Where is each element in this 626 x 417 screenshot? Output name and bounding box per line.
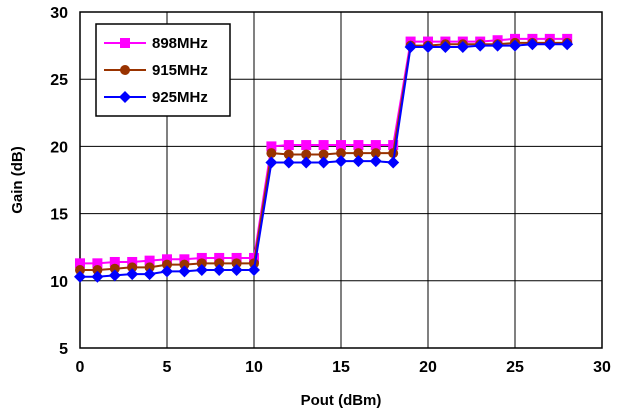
data-point [543, 38, 556, 51]
data-point [91, 270, 104, 283]
data-point [317, 156, 330, 169]
y-tick-label: 15 [50, 207, 68, 224]
data-point [526, 38, 539, 51]
data-point [127, 256, 138, 267]
legend-label: 898MHz [152, 35, 208, 52]
data-point [318, 149, 329, 160]
x-axis-ticks: 0 5 10 15 20 25 30 [76, 359, 611, 376]
y-axis-title: Gain (dB) [9, 146, 26, 214]
data-point [109, 263, 120, 274]
data-point [214, 258, 225, 269]
x-tick-label: 10 [245, 359, 263, 376]
data-point [387, 156, 400, 169]
data-point [109, 256, 120, 267]
y-tick-label: 25 [50, 72, 68, 89]
y-tick-label: 5 [59, 341, 68, 358]
data-point [422, 40, 434, 53]
data-point [336, 140, 346, 151]
legend-marker [120, 38, 130, 48]
data-point [369, 155, 382, 168]
data-point [491, 39, 504, 52]
y-tick-label: 10 [50, 274, 68, 291]
series-925MHz [74, 38, 574, 283]
data-point [265, 156, 278, 169]
data-point [509, 39, 521, 52]
data-point [127, 262, 138, 273]
data-point [231, 252, 242, 263]
data-point [179, 259, 190, 270]
data-point [561, 38, 574, 51]
data-point [404, 40, 417, 53]
x-axis-title: Pout (dBm) [301, 392, 382, 409]
data-point [352, 155, 365, 168]
data-point [143, 268, 156, 281]
data-point [388, 140, 399, 151]
data-point [75, 265, 85, 276]
legend-label: 915MHz [152, 62, 208, 79]
y-axis-ticks: 5 10 15 20 25 30 [50, 5, 68, 358]
series-layer [74, 33, 574, 283]
legend-marker [120, 65, 130, 75]
data-point [456, 40, 469, 53]
data-point [144, 255, 155, 266]
data-point [179, 254, 190, 265]
data-point [283, 149, 294, 160]
data-point [370, 140, 381, 151]
data-point [300, 156, 313, 169]
data-point [196, 258, 207, 269]
y-tick-label: 30 [50, 5, 68, 22]
data-point [248, 264, 260, 277]
series-915MHz [75, 37, 573, 276]
data-point [266, 148, 277, 159]
plot-area-frame [79, 11, 603, 349]
data-point [266, 141, 277, 152]
data-point [474, 39, 487, 52]
legend-marker [119, 91, 131, 103]
data-point [162, 259, 172, 270]
data-point [161, 265, 173, 278]
data-point [178, 265, 191, 278]
x-tick-label: 5 [163, 359, 172, 376]
data-point [283, 140, 294, 151]
data-point [439, 40, 452, 53]
data-point [195, 264, 208, 277]
data-point [126, 268, 139, 281]
data-point [230, 264, 243, 277]
data-point [353, 148, 364, 159]
data-point [196, 252, 207, 263]
data-point [301, 149, 312, 160]
x-tick-label: 25 [506, 359, 524, 376]
x-tick-label: 0 [76, 359, 85, 376]
data-point [75, 258, 85, 269]
data-point [318, 140, 329, 151]
data-point [92, 258, 103, 269]
data-point [144, 262, 155, 273]
data-point [92, 265, 103, 276]
data-point [282, 156, 295, 169]
data-point [162, 254, 172, 265]
data-point [335, 155, 347, 168]
x-tick-label: 20 [419, 359, 437, 376]
legend-label: 925MHz [152, 89, 208, 106]
legend: 898MHz 915MHz 925MHz [95, 23, 231, 117]
data-point [108, 269, 121, 282]
y-tick-label: 20 [50, 139, 68, 156]
data-point [353, 140, 364, 151]
data-point [213, 264, 226, 277]
data-point [231, 258, 242, 269]
x-tick-label: 15 [332, 359, 350, 376]
data-point [301, 140, 312, 151]
x-tick-label: 30 [593, 359, 611, 376]
data-point [214, 252, 225, 263]
data-point [336, 148, 346, 159]
data-point [370, 148, 381, 159]
data-point [74, 270, 86, 283]
